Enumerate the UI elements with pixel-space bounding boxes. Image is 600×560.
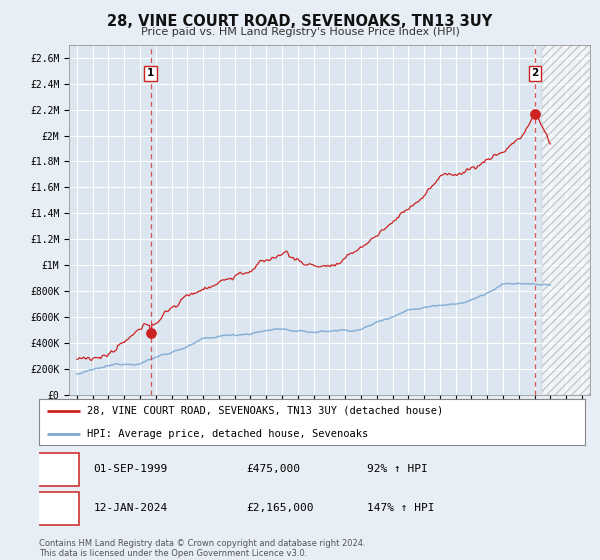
Text: Price paid vs. HM Land Registry's House Price Index (HPI): Price paid vs. HM Land Registry's House … [140, 27, 460, 37]
Text: 92% ↑ HPI: 92% ↑ HPI [367, 464, 427, 474]
Text: 1: 1 [147, 68, 154, 78]
Text: 2: 2 [532, 68, 539, 78]
Text: 12-JAN-2024: 12-JAN-2024 [94, 503, 168, 514]
Point [530, 110, 540, 119]
Text: £475,000: £475,000 [247, 464, 301, 474]
FancyBboxPatch shape [36, 492, 79, 525]
Text: £2,165,000: £2,165,000 [247, 503, 314, 514]
Point [146, 329, 155, 338]
Text: 28, VINE COURT ROAD, SEVENOAKS, TN13 3UY: 28, VINE COURT ROAD, SEVENOAKS, TN13 3UY [107, 14, 493, 29]
Text: HPI: Average price, detached house, Sevenoaks: HPI: Average price, detached house, Seve… [87, 429, 368, 438]
Text: 28, VINE COURT ROAD, SEVENOAKS, TN13 3UY (detached house): 28, VINE COURT ROAD, SEVENOAKS, TN13 3UY… [87, 406, 443, 416]
Bar [542, 45, 590, 395]
Text: 01-SEP-1999: 01-SEP-1999 [94, 464, 168, 474]
Text: 2: 2 [54, 503, 61, 514]
Text: Contains HM Land Registry data © Crown copyright and database right 2024.: Contains HM Land Registry data © Crown c… [39, 539, 365, 548]
Text: This data is licensed under the Open Government Licence v3.0.: This data is licensed under the Open Gov… [39, 549, 307, 558]
Text: 1: 1 [54, 464, 61, 474]
Text: 147% ↑ HPI: 147% ↑ HPI [367, 503, 434, 514]
FancyBboxPatch shape [36, 453, 79, 486]
